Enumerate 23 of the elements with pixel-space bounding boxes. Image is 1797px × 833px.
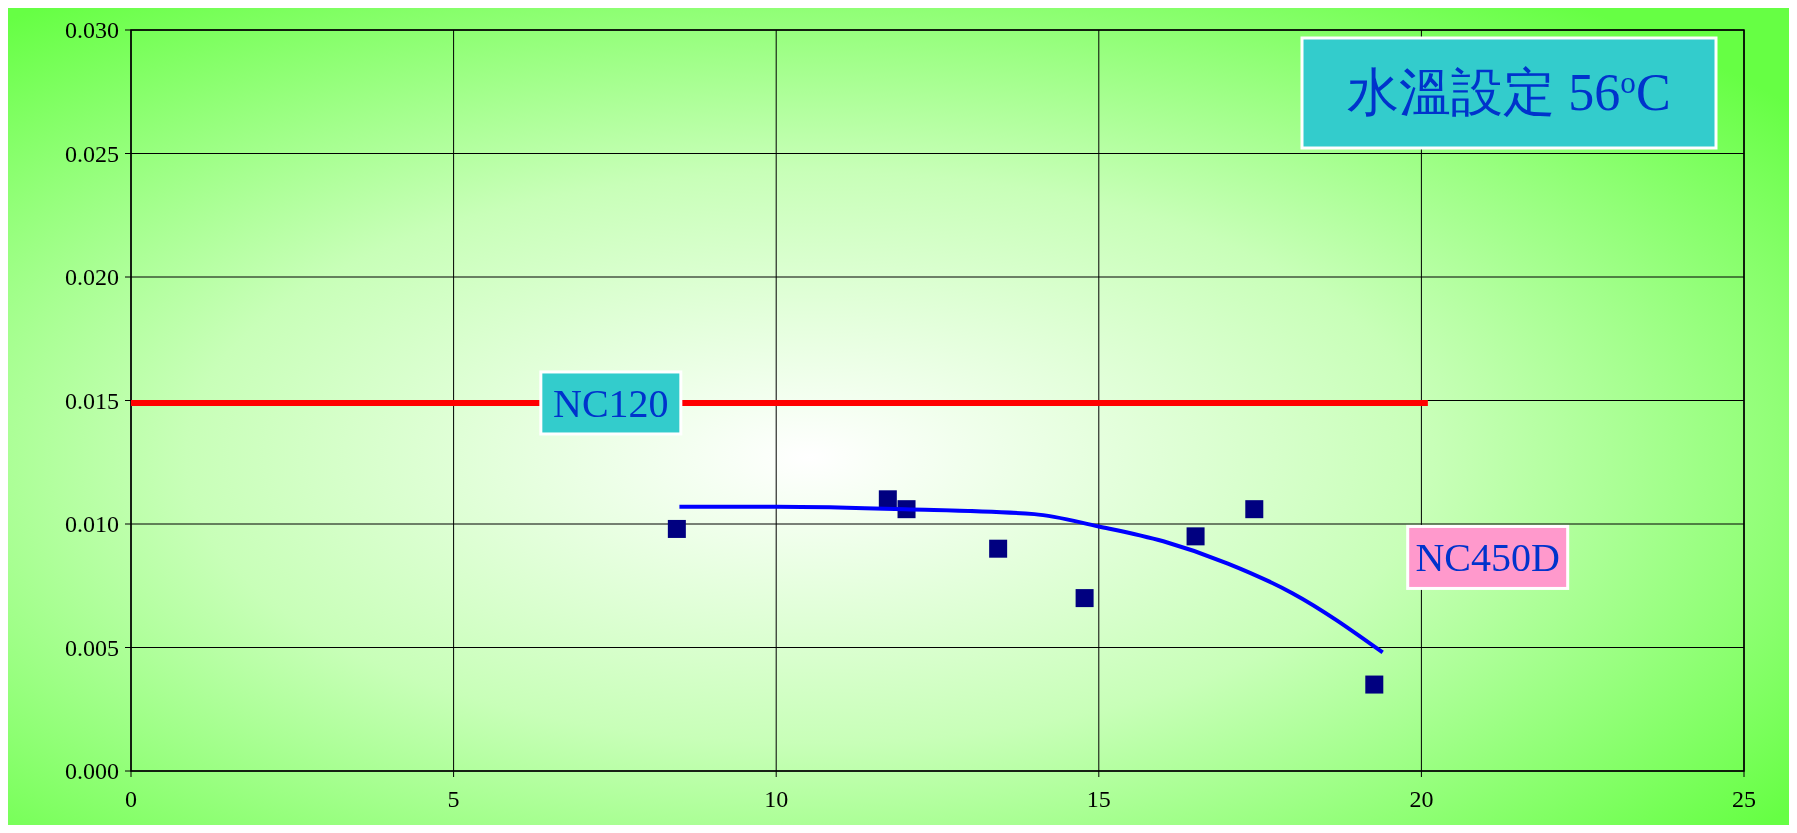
point [1245,500,1264,519]
x-tick-label: 25 [1732,786,1756,812]
y-tick-label: 0.015 [65,387,119,414]
series-label: NC120 [553,380,669,426]
annotation: 水溫設定 56$^{o}$C [1347,64,1671,121]
y-tick-label: 0.005 [65,634,119,661]
y-tick-label: 0.000 [65,758,119,784]
y-tick-label: 0.020 [65,264,119,290]
point [989,539,1008,558]
point [1186,527,1205,546]
x-tick-label: 5 [447,786,460,812]
series-label: NC450D [1415,535,1560,581]
point [1365,675,1384,694]
x-tick-label: 0 [125,786,137,812]
point [1075,589,1094,608]
y-tick-label: 0.030 [65,17,119,43]
x-tick-label: 20 [1409,786,1434,812]
y-tick-label: 0.025 [65,140,119,167]
point [878,490,897,509]
y-tick-label: 0.010 [65,511,119,537]
x-tick-label: 15 [1086,786,1111,812]
point [667,519,686,538]
x-tick-label: 10 [764,786,789,812]
